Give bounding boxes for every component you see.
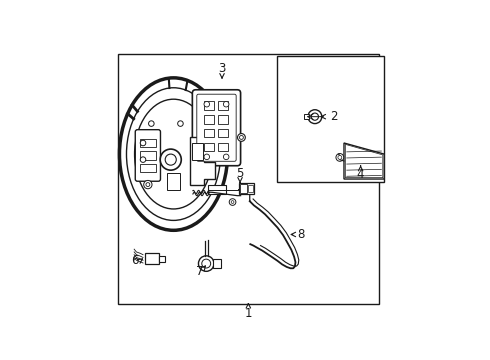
Circle shape — [204, 102, 210, 107]
Circle shape — [223, 154, 229, 159]
Bar — [145, 253, 159, 264]
Text: 4: 4 — [357, 168, 365, 181]
Bar — [204, 129, 214, 138]
Circle shape — [338, 156, 342, 159]
Bar — [218, 143, 227, 151]
Bar — [277, 56, 384, 182]
Bar — [167, 174, 180, 190]
Bar — [140, 139, 156, 147]
Bar — [192, 143, 203, 159]
Text: 7: 7 — [196, 265, 203, 278]
Circle shape — [160, 149, 181, 170]
Bar — [248, 185, 253, 192]
Circle shape — [178, 121, 183, 126]
Bar — [218, 115, 227, 123]
Circle shape — [204, 154, 210, 159]
Bar — [208, 185, 226, 194]
Circle shape — [336, 153, 343, 161]
Bar — [204, 115, 214, 123]
Circle shape — [148, 121, 154, 126]
Ellipse shape — [135, 99, 213, 209]
Circle shape — [231, 201, 234, 203]
Circle shape — [144, 180, 152, 189]
Circle shape — [223, 102, 229, 107]
Polygon shape — [190, 138, 215, 185]
Bar — [204, 143, 214, 151]
Bar — [218, 129, 227, 138]
Bar — [204, 102, 214, 110]
Ellipse shape — [120, 78, 227, 230]
Bar — [140, 164, 156, 172]
Text: 5: 5 — [236, 167, 244, 180]
FancyBboxPatch shape — [135, 130, 161, 181]
Bar — [240, 184, 247, 193]
Text: 1: 1 — [245, 307, 252, 320]
Bar — [159, 256, 165, 262]
Circle shape — [311, 113, 318, 120]
Circle shape — [308, 110, 322, 123]
Circle shape — [140, 157, 146, 162]
Circle shape — [202, 259, 211, 268]
Circle shape — [240, 135, 244, 139]
Text: 3: 3 — [219, 62, 226, 75]
Circle shape — [198, 256, 214, 271]
Circle shape — [229, 199, 236, 205]
Circle shape — [165, 154, 176, 165]
FancyBboxPatch shape — [193, 90, 241, 166]
FancyBboxPatch shape — [197, 94, 236, 161]
Text: 6: 6 — [131, 254, 139, 267]
Bar — [213, 260, 221, 268]
Bar — [239, 183, 254, 194]
Circle shape — [146, 183, 150, 186]
Text: 8: 8 — [297, 228, 304, 241]
Ellipse shape — [126, 88, 220, 220]
Circle shape — [140, 140, 146, 146]
Bar — [218, 102, 227, 110]
Text: 2: 2 — [330, 110, 338, 123]
Polygon shape — [344, 143, 384, 179]
Bar — [304, 114, 309, 119]
Circle shape — [238, 134, 245, 141]
Bar — [140, 151, 156, 159]
